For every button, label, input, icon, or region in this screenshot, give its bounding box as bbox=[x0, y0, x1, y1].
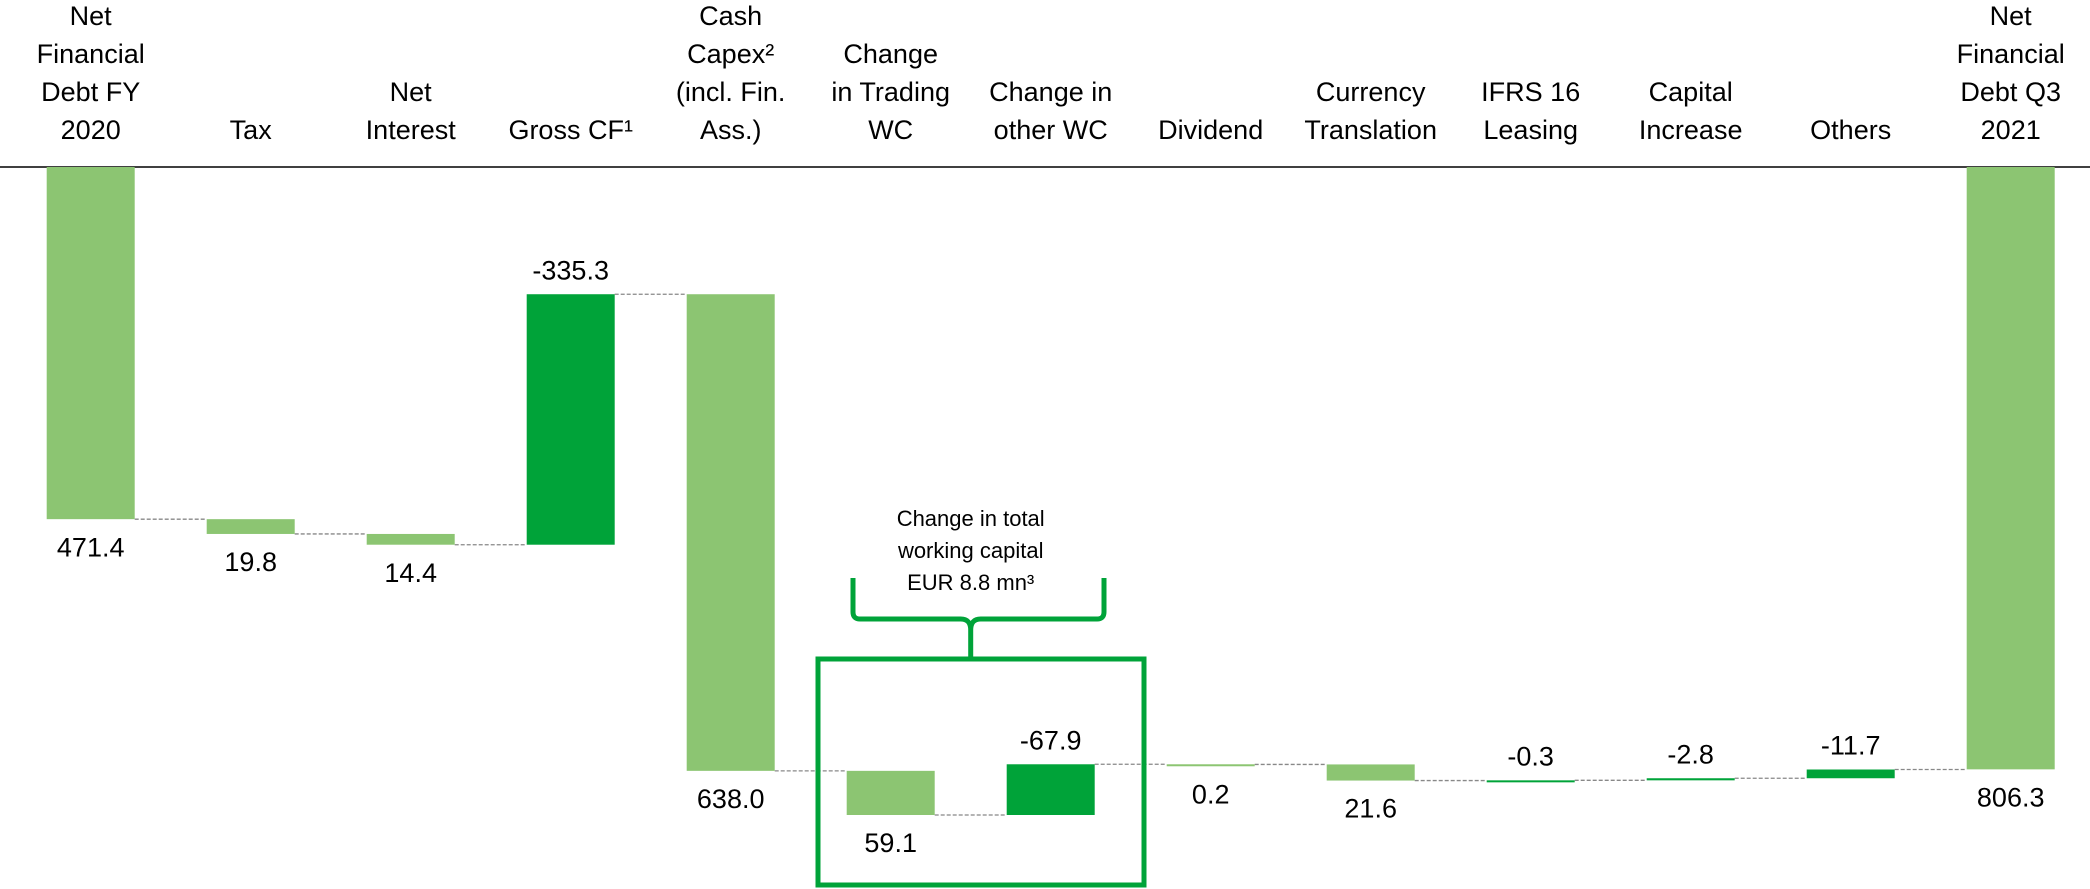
bar bbox=[686, 294, 775, 771]
bar bbox=[206, 519, 295, 534]
bar bbox=[46, 167, 135, 520]
bar bbox=[1006, 764, 1095, 815]
value-label: 0.2 bbox=[1192, 779, 1230, 809]
value-label: 59.1 bbox=[864, 828, 917, 858]
value-label: -335.3 bbox=[532, 255, 609, 285]
value-label: -0.3 bbox=[1507, 741, 1554, 771]
x-tick-label: Currency Translation bbox=[1304, 77, 1437, 145]
bar bbox=[366, 533, 455, 545]
x-tick-label: Change in other WC bbox=[989, 77, 1112, 145]
bar bbox=[1486, 780, 1575, 783]
value-label: 638.0 bbox=[697, 784, 765, 814]
x-tick-label: Net Interest bbox=[366, 77, 457, 145]
bar bbox=[1806, 769, 1895, 779]
brace bbox=[850, 578, 1107, 659]
value-label: -67.9 bbox=[1020, 725, 1082, 755]
bar bbox=[1646, 778, 1735, 781]
value-label: 14.4 bbox=[384, 558, 437, 588]
x-tick-label: Tax bbox=[230, 115, 273, 145]
x-tick-label: Change in Trading WC bbox=[831, 39, 950, 145]
x-tick-label: Others bbox=[1810, 115, 1891, 145]
x-tick-label: Net Financial Debt Q3 2021 bbox=[1957, 1, 2065, 145]
value-label: -11.7 bbox=[1821, 731, 1881, 761]
value-label: 806.3 bbox=[1977, 782, 2045, 812]
x-tick-label: IFRS 16 Leasing bbox=[1481, 77, 1580, 145]
x-tick-label: Cash Capex² (incl. Fin. Ass.) bbox=[676, 1, 786, 145]
value-label: 471.4 bbox=[57, 532, 125, 562]
bar bbox=[526, 294, 615, 545]
x-tick-label: Gross CF¹ bbox=[508, 115, 633, 145]
x-tick-label: Capital Increase bbox=[1639, 77, 1743, 145]
bar bbox=[846, 770, 935, 815]
highlight-box bbox=[815, 656, 1147, 888]
annotation: Change in total working capital EUR 8.8 mn… bbox=[897, 506, 1045, 595]
value-label: -2.8 bbox=[1667, 739, 1714, 769]
value-label: 19.8 bbox=[224, 547, 277, 577]
bar bbox=[1326, 764, 1415, 781]
x-tick-label: Dividend bbox=[1158, 115, 1263, 145]
bar bbox=[1166, 764, 1255, 767]
bar bbox=[1966, 167, 2055, 770]
x-tick-label: Net Financial Debt FY 2020 bbox=[37, 1, 145, 145]
value-label: 21.6 bbox=[1344, 794, 1397, 824]
